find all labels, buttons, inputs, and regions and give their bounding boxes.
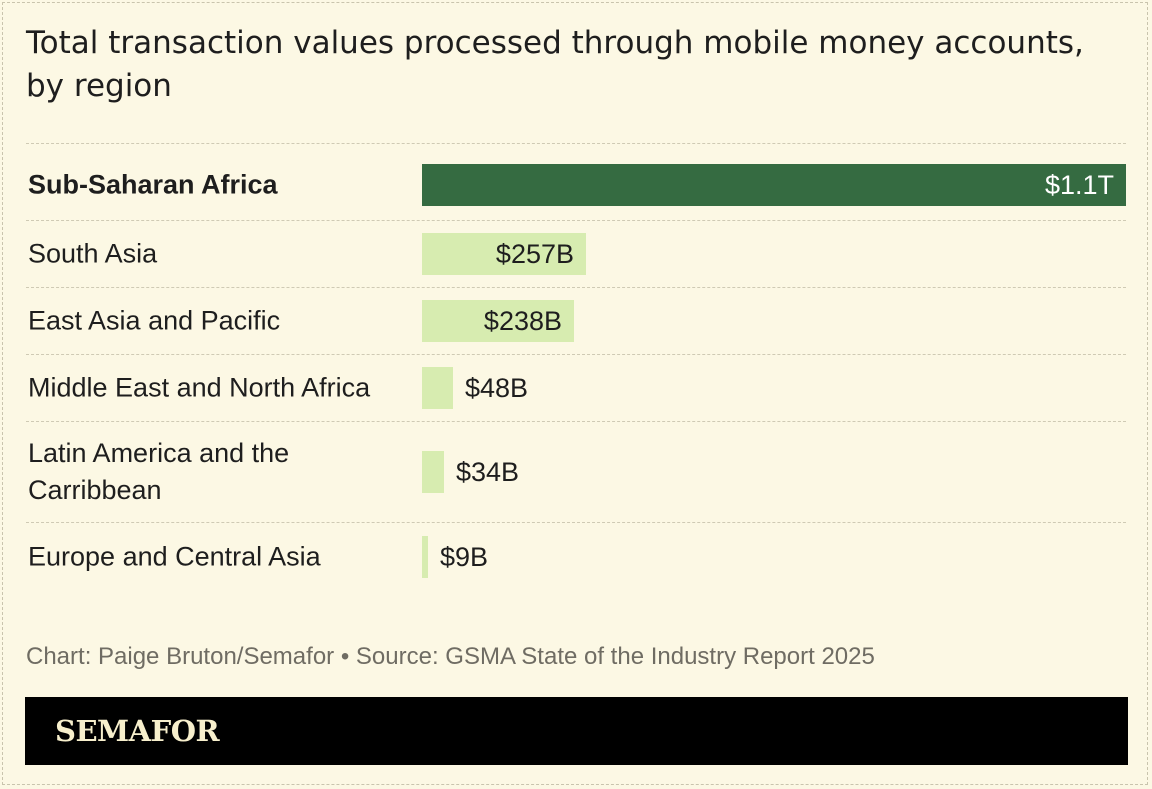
category-label: Sub-Saharan Africa: [28, 169, 278, 200]
value-label: $238B: [483, 306, 562, 336]
bar: [422, 367, 453, 409]
chart-row: Sub-Saharan Africa $1.1T: [26, 150, 1126, 221]
bar: [422, 300, 574, 342]
category-label: Latin America and the Carribbean: [28, 438, 290, 505]
chart-row: South Asia $257B: [26, 221, 1126, 288]
value-label: $1.1T: [1044, 170, 1114, 200]
value-label: $48B: [465, 373, 529, 403]
chart-row: Latin America and the Carribbean $34B: [26, 422, 1126, 523]
chart-row: Middle East and North Africa $48B: [26, 355, 1126, 422]
category-label: Europe and Central Asia: [28, 541, 321, 571]
title-divider: [26, 143, 1126, 144]
chart-row: Europe and Central Asia $9B: [26, 523, 1126, 590]
category-label: South Asia: [28, 238, 158, 269]
brand-footer: SEMAFOR: [25, 697, 1128, 765]
semafor-logo: SEMAFOR: [55, 714, 220, 748]
bar: [422, 164, 1126, 206]
value-label: $34B: [456, 457, 520, 487]
chart-row: East Asia and Pacific $238B: [26, 288, 1126, 355]
category-label: Middle East and North Africa: [28, 372, 371, 403]
bar: [422, 233, 586, 275]
chart-title: Total transaction values processed throu…: [26, 25, 1084, 104]
category-label: East Asia and Pacific: [28, 305, 281, 336]
value-label: $9B: [440, 541, 489, 572]
bar: [422, 535, 428, 578]
bar: [422, 451, 444, 493]
source-note: Chart: Paige Bruton/Semafor • Source: GS…: [26, 643, 875, 670]
value-label: $257B: [495, 239, 574, 269]
bar-chart: Sub-Saharan Africa $1.1T South Asia $257B Ea…: [0, 150, 1152, 600]
